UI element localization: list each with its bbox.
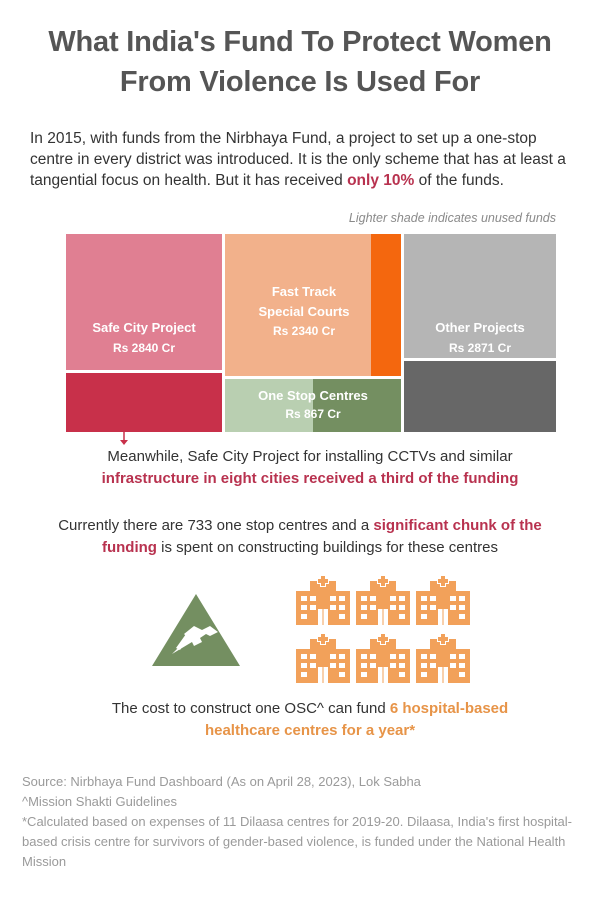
treemap-other-value: Rs 2871 Cr [449, 341, 511, 355]
cost-comparison: The cost to construct one OSC^ can fund … [40, 698, 580, 742]
safe-city-callout: Meanwhile, Safe City Project for install… [40, 446, 580, 490]
hospital-icon [356, 633, 410, 683]
treemap-osc-used [313, 379, 401, 432]
page-title: What India's Fund To Protect Women From … [0, 22, 600, 102]
callout2-text-end: is spent on constructing buildings for t… [156, 539, 498, 556]
hospital-icon [296, 633, 350, 683]
callout1-text: Meanwhile, Safe City Project for install… [107, 448, 513, 465]
treemap-other-used [404, 361, 556, 432]
hospital-icon [416, 633, 470, 683]
footnote-mission-shakti: ^Mission Shakti Guidelines [22, 794, 177, 809]
intro-text-end: of the funds. [414, 172, 504, 189]
treemap-safe-city-used [66, 373, 222, 432]
treemap-other-label: Other Projects [435, 320, 525, 335]
tent-icon [152, 594, 240, 666]
treemap-osc-unused [225, 379, 313, 432]
treemap-fast-track-value: Rs 2340 Cr [273, 324, 335, 338]
intro-highlight: only 10% [347, 172, 415, 189]
treemap-fast-track-unused [225, 234, 371, 376]
callout2-text: Currently there are 733 one stop centres… [58, 517, 374, 534]
intro-text: In 2015, with funds from the Nirbhaya Fu… [30, 130, 566, 189]
hospital-icon [416, 575, 470, 625]
treemap-osc-label: One Stop Centres [258, 388, 368, 403]
cost-text: The cost to construct one OSC^ can fund [111, 700, 390, 717]
source-line: Source: Nirbhaya Fund Dashboard (As on A… [22, 774, 421, 789]
treemap-safe-city-value: Rs 2840 Cr [113, 341, 175, 355]
treemap-osc-value: Rs 867 Cr [285, 407, 341, 421]
cost-highlight: 6 hospital-based healthcare centres for … [204, 700, 509, 739]
footnote-dilaasa: *Calculated based on expenses of 11 Dila… [22, 814, 572, 869]
pointer-arrow-icon [120, 432, 128, 445]
treemap-fast-track-label-1: Fast Track [272, 284, 337, 299]
intro-paragraph: In 2015, with funds from the Nirbhaya Fu… [30, 128, 575, 191]
treemap-fast-track-label-2: Special Courts [258, 304, 349, 319]
hospital-icon [296, 575, 350, 625]
hospital-icon [356, 575, 410, 625]
treemap-safe-city-unused [66, 234, 222, 370]
source-notes: Source: Nirbhaya Fund Dashboard (As on A… [22, 772, 582, 872]
treemap-safe-city-label: Safe City Project [92, 320, 196, 335]
treemap-fast-track-used [371, 234, 401, 376]
osc-callout: Currently there are 733 one stop centres… [30, 515, 570, 559]
title-line-1: What India's Fund To Protect Women [48, 26, 552, 58]
chart-note: Lighter shade indicates unused funds [348, 211, 556, 225]
treemap-other-unused [404, 234, 556, 358]
callout1-highlight: infrastructure in eight cities received … [101, 470, 519, 487]
title-line-2: From Violence Is Used For [119, 66, 481, 98]
treemap-chart: Safe City Project Rs 2840 Cr Fast Track Spe… [66, 234, 556, 432]
callout2-highlight: significant chunk of the funding [101, 517, 542, 556]
